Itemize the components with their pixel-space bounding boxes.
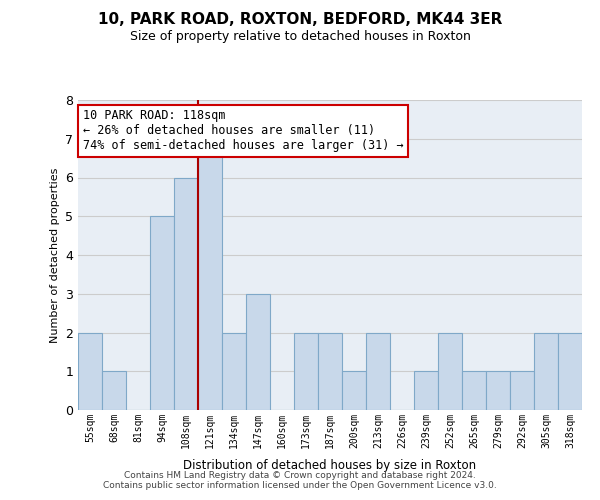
- Text: Contains HM Land Registry data © Crown copyright and database right 2024.
Contai: Contains HM Land Registry data © Crown c…: [103, 470, 497, 490]
- X-axis label: Distribution of detached houses by size in Roxton: Distribution of detached houses by size …: [184, 459, 476, 472]
- Bar: [246, 294, 270, 410]
- Bar: [174, 178, 198, 410]
- Bar: [198, 138, 222, 410]
- Bar: [78, 332, 102, 410]
- Text: Size of property relative to detached houses in Roxton: Size of property relative to detached ho…: [130, 30, 470, 43]
- Bar: [318, 332, 342, 410]
- Bar: [510, 371, 534, 410]
- Bar: [102, 371, 126, 410]
- Text: 10, PARK ROAD, ROXTON, BEDFORD, MK44 3ER: 10, PARK ROAD, ROXTON, BEDFORD, MK44 3ER: [98, 12, 502, 28]
- Bar: [462, 371, 486, 410]
- Bar: [366, 332, 390, 410]
- Bar: [150, 216, 174, 410]
- Bar: [534, 332, 558, 410]
- Text: 10 PARK ROAD: 118sqm
← 26% of detached houses are smaller (11)
74% of semi-detac: 10 PARK ROAD: 118sqm ← 26% of detached h…: [83, 110, 404, 152]
- Bar: [222, 332, 246, 410]
- Y-axis label: Number of detached properties: Number of detached properties: [50, 168, 59, 342]
- Bar: [294, 332, 318, 410]
- Bar: [486, 371, 510, 410]
- Bar: [414, 371, 438, 410]
- Bar: [342, 371, 366, 410]
- Bar: [558, 332, 582, 410]
- Bar: [438, 332, 462, 410]
